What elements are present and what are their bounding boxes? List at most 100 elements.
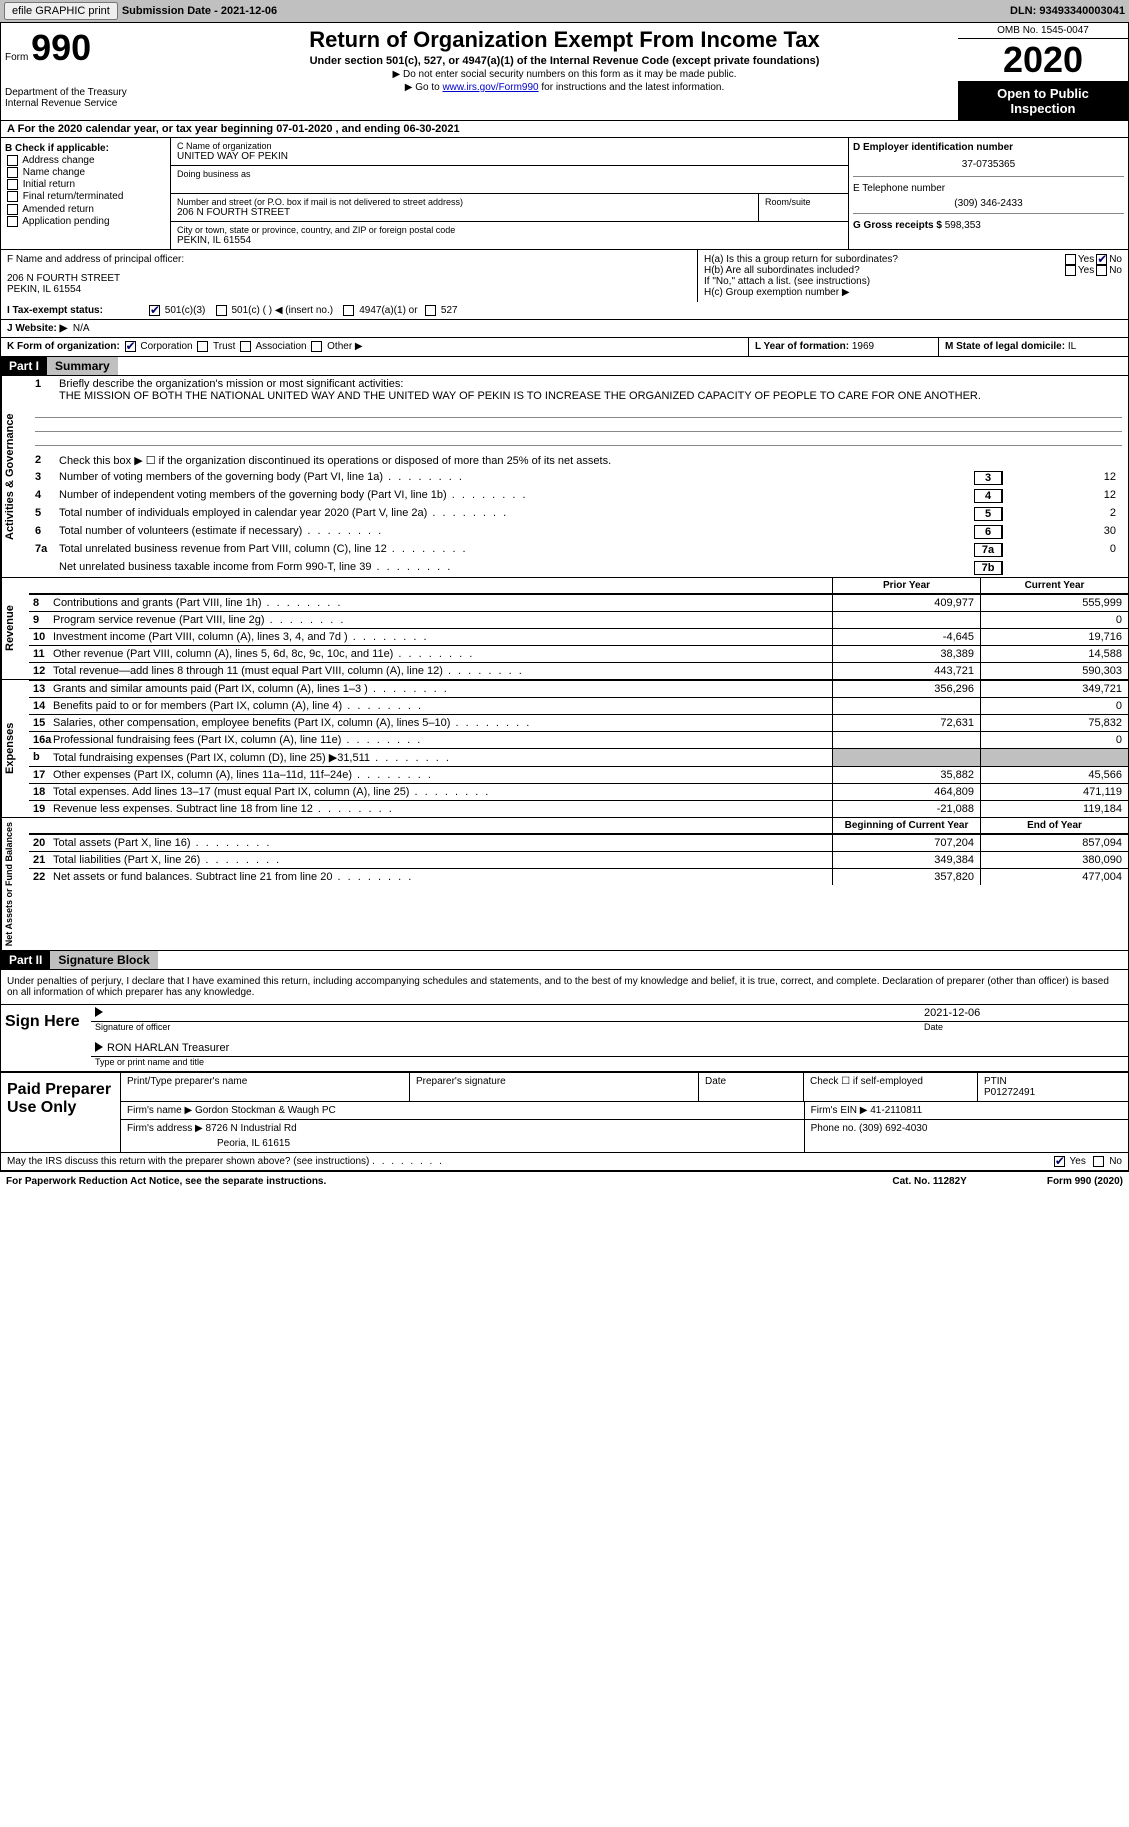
part2-title: Signature Block (50, 951, 157, 969)
side-netassets: Net Assets or Fund Balances (1, 818, 29, 950)
part1-bar: Part ISummary (0, 357, 1129, 376)
box-f: F Name and address of principal officer:… (1, 250, 698, 302)
chk-amended[interactable]: Amended return (5, 204, 166, 215)
summary-netassets: Net Assets or Fund Balances Beginning of… (0, 818, 1129, 951)
form-subtitle: Under section 501(c), 527, or 4947(a)(1)… (175, 55, 954, 67)
part1-title: Summary (47, 357, 118, 375)
chk-app-pending[interactable]: Application pending (5, 216, 166, 227)
city-cell: City or town, state or province, country… (171, 222, 848, 249)
financial-line: 13Grants and similar amounts paid (Part … (29, 680, 1128, 697)
officer-addr1: 206 N FOURTH STREET (7, 273, 691, 284)
row-j: J Website: ▶ N/A (0, 320, 1129, 338)
arrow-icon (95, 1007, 103, 1017)
box-c: C Name of organization UNITED WAY OF PEK… (171, 138, 848, 249)
firm-name: Gordon Stockman & Waugh PC (195, 1105, 336, 1116)
chk-corp[interactable] (125, 341, 136, 352)
dln-label: DLN: 93493340003041 (1010, 5, 1125, 17)
col-current-year: Current Year (980, 578, 1128, 593)
discuss-row: May the IRS discuss this return with the… (0, 1153, 1129, 1171)
chk-527[interactable] (425, 305, 436, 316)
ssn-warning: ▶ Do not enter social security numbers o… (175, 69, 954, 80)
summary-line: Net unrelated business taxable income fr… (29, 559, 1128, 577)
org-name-cell: C Name of organization UNITED WAY OF PEK… (171, 138, 848, 166)
chk-501c3[interactable] (149, 305, 160, 316)
chk-4947[interactable] (343, 305, 354, 316)
address-cell: Number and street (or P.O. box if mail i… (171, 194, 758, 222)
chk-trust[interactable] (197, 341, 208, 352)
ptin: P01272491 (984, 1087, 1122, 1098)
side-revenue: Revenue (1, 578, 29, 679)
officer-name: RON HARLAN Treasurer (107, 1042, 1124, 1054)
irs-label: Internal Revenue Service (5, 98, 167, 109)
ha-yes[interactable]: Yes (1063, 254, 1094, 265)
dept-treasury: Department of the Treasury (5, 87, 167, 98)
jurat-text: Under penalties of perjury, I declare th… (7, 976, 1122, 998)
financial-line: 22Net assets or fund balances. Subtract … (29, 868, 1128, 885)
omb-number: OMB No. 1545-0047 (958, 23, 1128, 39)
chk-501c[interactable] (216, 305, 227, 316)
ha-no[interactable]: No (1094, 254, 1122, 265)
sign-here: Sign Here 2021-12-06 Signature of office… (0, 1005, 1129, 1072)
financial-line: 15Salaries, other compensation, employee… (29, 714, 1128, 731)
room-cell: Room/suite (758, 194, 848, 222)
summary-governance: Activities & Governance 1 Briefly descri… (0, 376, 1129, 578)
right-ids: D Employer identification number 37-0735… (848, 138, 1128, 249)
cat-no: Cat. No. 11282Y (892, 1176, 966, 1187)
chk-other[interactable] (311, 341, 322, 352)
submission-date-label: Submission Date - 2021-12-06 (122, 5, 277, 17)
side-expenses: Expenses (1, 680, 29, 817)
topbar: efile GRAPHIC print Submission Date - 20… (0, 0, 1129, 22)
box-b: B Check if applicable: Address change Na… (1, 138, 171, 249)
side-governance: Activities & Governance (1, 376, 29, 577)
form-word: Form (5, 52, 28, 63)
financial-line: 11Other revenue (Part VIII, column (A), … (29, 645, 1128, 662)
chk-initial-return[interactable]: Initial return (5, 179, 166, 190)
sign-here-label: Sign Here (1, 1005, 91, 1071)
financial-line: 17Other expenses (Part IX, column (A), l… (29, 766, 1128, 783)
summary-expenses: Expenses 13Grants and similar amounts pa… (0, 680, 1129, 818)
public-inspection: Open to Public Inspection (958, 82, 1128, 120)
chk-assoc[interactable] (240, 341, 251, 352)
irs-link[interactable]: www.irs.gov/Form990 (442, 82, 538, 93)
row-k-l-m: K Form of organization: Corporation Trus… (0, 338, 1129, 356)
chk-final-return[interactable]: Final return/terminated (5, 191, 166, 202)
header-mid: Return of Organization Exempt From Incom… (171, 23, 958, 120)
summary-revenue: Revenue Prior Year Current Year 8Contrib… (0, 578, 1129, 680)
city-state-zip: PEKIN, IL 61554 (177, 235, 842, 246)
street-address: 206 N FOURTH STREET (177, 207, 752, 218)
box-h: H(a) Is this a group return for subordin… (698, 250, 1128, 302)
financial-line: 12Total revenue—add lines 8 through 11 (… (29, 662, 1128, 679)
chk-address-change[interactable]: Address change (5, 155, 166, 166)
firm-address: 8726 N Industrial Rd (206, 1123, 297, 1134)
paperwork-notice: For Paperwork Reduction Act Notice, see … (6, 1176, 892, 1187)
box-b-header: B Check if applicable: (5, 143, 166, 154)
part2-label: Part II (1, 951, 50, 969)
financial-line: 18Total expenses. Add lines 13–17 (must … (29, 783, 1128, 800)
summary-line: 5Total number of individuals employed in… (29, 505, 1128, 523)
discuss-no[interactable] (1093, 1156, 1104, 1167)
tax-year: 2020 (958, 39, 1128, 82)
discuss-yes[interactable] (1054, 1156, 1065, 1167)
phone-value: (309) 346-2433 (853, 198, 1124, 209)
page-footer: For Paperwork Reduction Act Notice, see … (0, 1171, 1129, 1191)
hb-no[interactable]: No (1094, 265, 1122, 276)
tax-period: A For the 2020 calendar year, or tax yea… (0, 121, 1129, 138)
financial-line: 21Total liabilities (Part X, line 26)349… (29, 851, 1128, 868)
part2-bar: Part IISignature Block (0, 951, 1129, 970)
efile-print-button[interactable]: efile GRAPHIC print (4, 2, 118, 20)
form-title: Return of Organization Exempt From Incom… (175, 27, 954, 53)
goto-line: ▶ Go to www.irs.gov/Form990 for instruct… (175, 82, 954, 93)
gross-receipts: G Gross receipts $ 598,353 (853, 220, 1124, 231)
goto-pre: ▶ Go to (405, 82, 443, 93)
header-left: Form 990 Department of the Treasury Inte… (1, 23, 171, 120)
firm-phone: (309) 692-4030 (859, 1123, 927, 1134)
entity-block: B Check if applicable: Address change Na… (0, 138, 1129, 249)
financial-line: 9Program service revenue (Part VIII, lin… (29, 611, 1128, 628)
mission-text: THE MISSION OF BOTH THE NATIONAL UNITED … (59, 390, 981, 402)
ein-value: 37-0735365 (853, 159, 1124, 170)
col-begin-year: Beginning of Current Year (832, 818, 980, 833)
chk-name-change[interactable]: Name change (5, 167, 166, 178)
header-right: OMB No. 1545-0047 2020 Open to Public In… (958, 23, 1128, 120)
hb-yes[interactable]: Yes (1063, 265, 1094, 276)
summary-line: 6Total number of volunteers (estimate if… (29, 523, 1128, 541)
